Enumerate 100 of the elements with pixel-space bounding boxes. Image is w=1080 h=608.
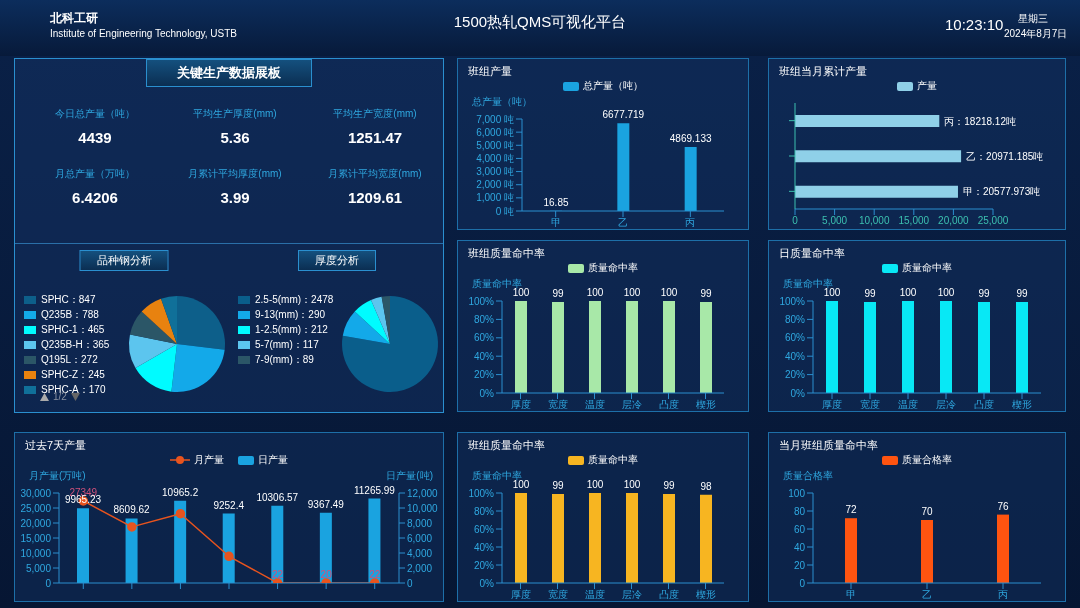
x-tick-label: 乙 [618,217,628,229]
y2-tick-label: 12,000 [407,487,439,499]
y-tick-label: 7,000 吨 [476,113,514,125]
y2-tick-label: 4,000 [407,547,433,559]
data-label: 乙：20971.185吨 [966,150,1044,162]
x-tick-label: 厚度 [822,399,842,411]
legend-label: 7-9(mm)：89 [254,352,315,367]
data-label: 9367.49 [307,498,345,510]
legend-label: 总产量（吨） [582,79,643,93]
y-tick-label: 0% [790,387,806,399]
data-label: 76 [997,500,1009,512]
data-label: 8609.62 [113,504,151,516]
y-tick-label: 3,000 吨 [476,166,514,178]
y-tick-label: 60% [473,332,495,344]
x-tick-label: 温度 [584,589,605,601]
y-tick-label: 0% [479,577,495,589]
text: 1/2 [53,391,67,402]
y-axis-title: 质量命中率 [783,277,833,290]
y-tick-label: 0% [479,387,495,399]
x-tick-label: 15,000 [898,215,930,227]
y-tick-label: 60% [784,332,806,344]
text: 月累计平均厚度(mm) [187,167,283,181]
legend-label: Q235B-H：365 [40,337,110,352]
text: 北科工研 [50,10,98,27]
x-tick-label: 25,000 [977,215,1009,227]
text: 关键生产数据展板 [146,59,312,87]
y-tick-label: 15,000 [20,532,52,544]
chart-title: 班组质量命中率 [468,438,545,453]
y-tick-label: 20% [784,369,806,381]
x-tick-label: 层冷 [621,589,642,601]
chart-title: 当月班组质量命中率 [779,438,878,453]
x-tick-label: 丙 [685,217,696,229]
data-label: 20 [320,568,333,580]
text: 平均生产厚度(mm) [192,107,278,121]
y2-axis-title: 日产量(吨) [386,469,433,483]
data-label: 4869.133 [669,133,712,145]
y-tick-label: 100 [788,487,806,499]
y-tick-label: 6,000 吨 [476,126,514,138]
legend-label: SPHC-Z：245 [40,367,106,382]
y-tick-label: 5,000 [25,562,52,574]
x-tick-label: 凸度 [974,399,994,411]
y-axis-title: 总产量（吨） [472,95,532,109]
data-label: 100 [623,287,641,298]
x-tick-label: 宽度 [547,589,568,601]
legend-label: 5-7(mm)：117 [254,337,320,352]
y2-tick-label: 0 [407,577,413,589]
chart-title: 班组当月累计产量 [779,64,867,79]
legend-label: 2.5-5(mm)：2478 [254,292,334,307]
legend-label: 产量 [916,79,937,93]
data-label: 11265.99 [353,484,396,496]
data-label: 丙：18218.12吨 [944,115,1017,127]
x-tick-label: 宽度 [547,399,568,411]
y-axis-title: 月产量(万吨) [29,469,86,483]
data-label: 72 [845,504,857,516]
y-tick-label: 100% [779,295,806,307]
y-tick-label: 4,000 吨 [476,152,514,164]
data-label: 100 [586,479,604,490]
text: 月总产量（万吨） [54,167,136,181]
data-label: 22 [369,568,381,580]
legend-label: 1-2.5(mm)：212 [254,322,329,337]
x-tick-label: 5,000 [822,215,848,227]
y2-tick-label: 6,000 [407,532,433,544]
legend-label: 质量命中率 [901,261,952,275]
chart-title: 品种钢分析 [79,250,169,271]
y-tick-label: 40 [793,541,806,553]
legend-label: 质量合格率 [901,453,952,467]
y-tick-label: 40% [473,541,495,553]
chart-title: 过去7天产量 [25,438,87,453]
data-label: 100 [586,287,604,298]
data-label: 100 [899,287,917,298]
y-tick-label: 2,000 吨 [476,179,514,191]
y2-tick-label: 2,000 [407,562,433,574]
y2-tick-label: 8,000 [407,517,433,529]
data-label: 99 [978,287,990,299]
chart-title: 厚度分析 [298,250,376,271]
y-tick-label: 40% [473,350,495,362]
y2-tick-label: 10,000 [407,502,439,514]
data-label: 10306.57 [256,491,299,503]
legend-label: SPHC-1：465 [40,322,106,337]
chart-title: 班组产量 [468,64,512,79]
y-tick-label: 80% [473,505,495,517]
data-label: 99 [552,287,564,299]
text: 1209.61 [346,189,404,206]
y-tick-label: 80 [793,505,806,517]
data-label: 99 [1016,287,1028,299]
x-tick-label: 厚度 [510,399,531,411]
data-label: 99 [663,479,675,491]
x-tick-label: 温度 [898,399,918,411]
x-tick-label: 温度 [584,399,605,411]
text: 10:23:10 [945,16,1004,33]
y-tick-label: 80% [473,313,495,325]
text: 月累计平均宽度(mm) [327,167,423,181]
text: 平均生产宽度(mm) [332,107,418,121]
x-tick-label: 乙 [922,589,932,601]
text: 5.36 [219,129,251,146]
data-label: 98 [700,480,712,492]
x-tick-label: 甲 [550,217,561,229]
chart-title: 日质量命中率 [779,246,845,261]
x-tick-label: 厚度 [510,589,531,601]
y-tick-label: 5,000 吨 [476,139,514,151]
